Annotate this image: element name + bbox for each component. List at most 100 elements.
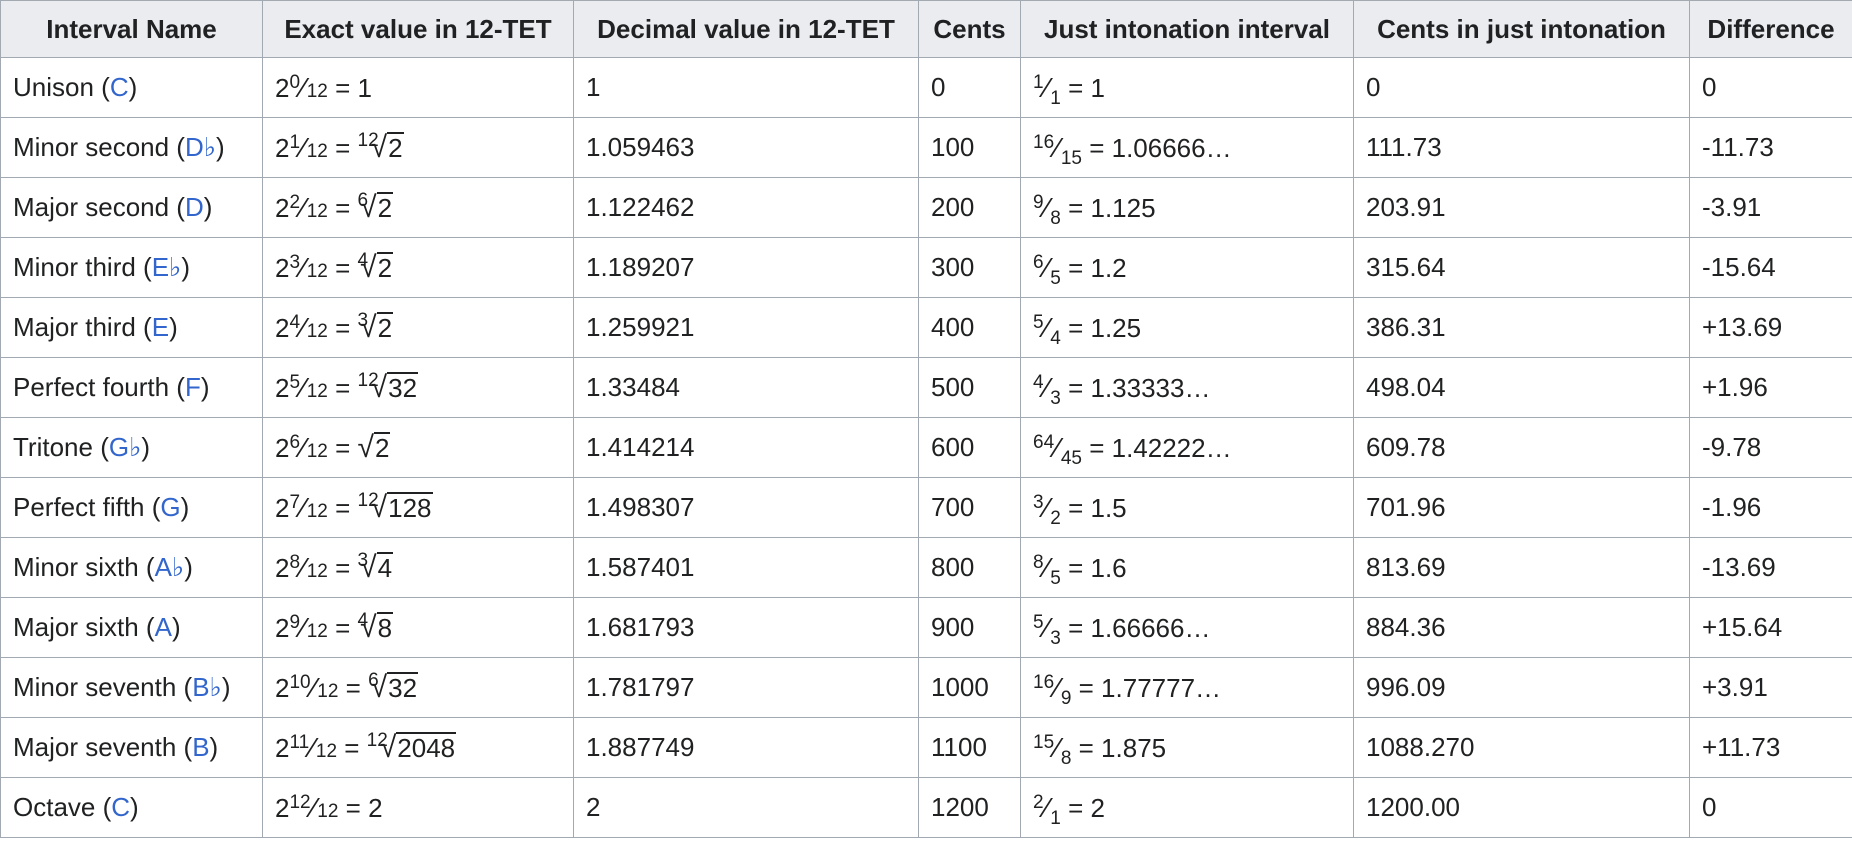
decimal-value-cell: 1.122462: [573, 177, 919, 238]
cents-just-cell: 0: [1353, 57, 1690, 118]
fraction-slash: ⁄: [1055, 671, 1060, 703]
table-row: Minor third (E♭) 23⁄12 = 4√2 1.189207 300 6⁄…: [0, 237, 1852, 298]
ratio-numerator: 6: [1033, 251, 1044, 273]
exponent-denominator: 12: [306, 560, 328, 582]
interval-name-cell: Major sixth (A): [0, 597, 263, 658]
interval-name: Minor sixth: [13, 552, 139, 582]
interval-name-cell: Major second (D): [0, 177, 263, 238]
radical-expression: 6√32: [368, 669, 419, 705]
difference-cell: +11.73: [1689, 717, 1852, 778]
cents-just-cell: 884.36: [1353, 597, 1690, 658]
exponent-denominator: 12: [306, 320, 328, 342]
ratio-denominator: 3: [1050, 627, 1061, 649]
just-interval-cell: 1⁄1 = 1: [1020, 57, 1354, 118]
radicand: 32: [387, 371, 419, 403]
cents-just-cell: 609.78: [1353, 417, 1690, 478]
table-row: Minor sixth (A♭) 28⁄12 = 3√4 1.587401 800 8⁄…: [0, 537, 1852, 598]
ratio-numerator: 2: [1033, 791, 1044, 813]
note-link[interactable]: A: [154, 612, 172, 642]
table-row: Major third (E) 24⁄12 = 3√2 1.259921 400 5⁄4…: [0, 297, 1852, 358]
note-link[interactable]: E: [151, 312, 170, 342]
radical-sign: √: [370, 130, 388, 164]
note-link[interactable]: G: [160, 492, 181, 522]
ratio-denominator: 1: [1050, 807, 1061, 829]
fraction-slash: ⁄: [301, 371, 306, 403]
fraction-slash: ⁄: [301, 491, 306, 523]
radical-expression: 12√128: [358, 490, 433, 525]
note-link[interactable]: C: [111, 792, 131, 822]
root-index: 6: [368, 669, 379, 691]
decimal-value-cell: 1.189207: [573, 237, 919, 298]
cents-just-cell: 315.64: [1353, 237, 1690, 298]
radical-sign: √: [370, 670, 388, 704]
radical-sign: √: [360, 310, 377, 344]
interval-name-cell: Minor seventh (B♭): [0, 657, 263, 718]
decimal-value-cell: 1.781797: [573, 657, 919, 718]
note-link[interactable]: B♭: [192, 672, 222, 702]
fraction-slash: ⁄: [1055, 431, 1060, 463]
exact-value-cell: 212⁄12 = 2: [262, 777, 574, 838]
ratio-numerator: 5: [1033, 311, 1044, 333]
table-row: Major sixth (A) 29⁄12 = 4√8 1.681793 900 5⁄3…: [0, 597, 1852, 658]
note-link[interactable]: B: [192, 732, 210, 762]
ratio-value: 2: [1090, 792, 1105, 823]
exponent-denominator: 12: [306, 200, 328, 222]
ratio-value: 1.125: [1090, 192, 1156, 223]
radicand: 128: [387, 491, 433, 523]
cents-cell: 1200: [918, 777, 1021, 838]
note-link[interactable]: D♭: [184, 132, 217, 162]
root-index: 12: [357, 129, 379, 151]
interval-name: Minor seventh: [13, 672, 177, 702]
note-link[interactable]: C: [109, 72, 129, 102]
interval-name-cell: Major third (E): [0, 297, 263, 358]
note-link[interactable]: E♭: [151, 252, 182, 282]
just-interval-cell: 5⁄4 = 1.25: [1020, 297, 1354, 358]
just-interval-cell: 5⁄3 = 1.66666…: [1020, 597, 1354, 658]
exponent-numerator: 2: [289, 191, 301, 213]
difference-cell: -15.64: [1689, 237, 1852, 298]
cents-just-cell: 111.73: [1353, 117, 1690, 178]
cents-just-cell: 813.69: [1353, 537, 1690, 598]
radical-sign: √: [379, 730, 397, 764]
radical-expression: 4√8: [358, 610, 394, 645]
radical-sign: √: [360, 550, 377, 584]
ratio-numerator: 9: [1033, 191, 1044, 213]
exact-result: 2: [368, 792, 383, 823]
fraction-slash: ⁄: [1055, 731, 1060, 763]
radical-sign: √: [357, 430, 374, 464]
difference-cell: -3.91: [1689, 177, 1852, 238]
exponent-denominator: 12: [317, 680, 339, 702]
ratio-denominator: 2: [1050, 507, 1061, 529]
note-link[interactable]: G♭: [108, 432, 142, 462]
note-link[interactable]: A♭: [154, 552, 185, 582]
radical-expression: 12√2: [357, 129, 404, 165]
just-interval-cell: 15⁄8 = 1.875: [1020, 717, 1354, 778]
exponent-numerator: 1: [289, 131, 301, 153]
exponent-numerator: 12: [289, 791, 311, 813]
exact-value-cell: 24⁄12 = 3√2: [262, 297, 574, 358]
exponent-denominator: 12: [317, 800, 339, 822]
radical-sign: √: [360, 190, 377, 224]
root-index: 6: [357, 189, 369, 211]
exact-value-cell: 20⁄12 = 1: [262, 57, 574, 118]
radicand: 2048: [396, 731, 457, 763]
cents-cell: 900: [918, 597, 1021, 658]
root-index: 12: [357, 369, 379, 391]
radicand: 2: [373, 431, 391, 463]
ratio-value: 1.42222…: [1111, 432, 1232, 463]
ratio-value: 1.77777…: [1101, 672, 1222, 703]
header-interval-name: Interval Name: [0, 0, 263, 58]
fraction-slash: ⁄: [311, 671, 317, 703]
note-link[interactable]: F: [184, 372, 201, 402]
fraction-slash: ⁄: [310, 731, 315, 763]
fraction-slash: ⁄: [1044, 311, 1050, 343]
radical-expression: √2: [358, 431, 391, 465]
root-index: 3: [357, 309, 369, 331]
exponent-denominator: 12: [306, 380, 328, 402]
ratio-numerator: 4: [1033, 371, 1044, 393]
exponent-denominator: 12: [306, 500, 328, 522]
decimal-value-cell: 1.498307: [573, 477, 919, 538]
exact-value-cell: 25⁄12 = 12√32: [262, 357, 574, 418]
note-link[interactable]: D: [184, 192, 204, 222]
root-index: 4: [357, 249, 369, 271]
